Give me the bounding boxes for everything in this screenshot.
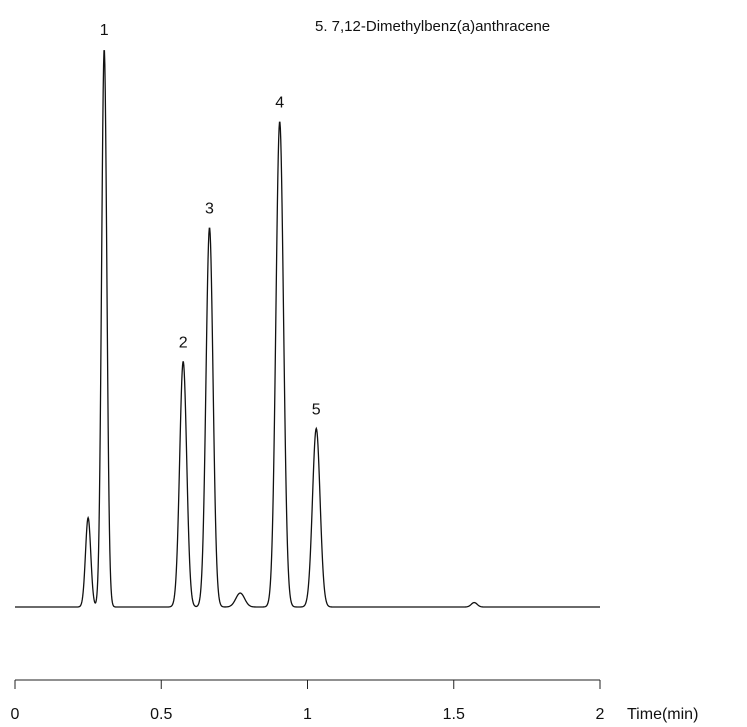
legend: 5. 7,12-Dimethylbenz(a)anthracene [315,18,550,35]
x-axis-label: Time(min) [627,706,698,723]
x-tick-label: 0 [11,706,20,723]
x-axis: 0 0.5 1 1.5 2 [11,679,605,723]
peak-label-5: 5 [312,401,321,418]
x-tick-label: 1.5 [443,706,465,723]
plot-area: 1 2 3 4 5 [15,22,600,608]
peak-label-4: 4 [275,95,284,112]
x-tick-label: 2 [596,706,605,723]
x-tick-label: 0.5 [150,706,172,723]
peak-label-2: 2 [179,335,188,352]
x-tick-label: 1 [303,706,312,723]
peak-label-3: 3 [205,201,214,218]
legend-item: 5. 7,12-Dimethylbenz(a)anthracene [315,18,550,35]
series-line [15,50,600,608]
peak-label-1: 1 [100,22,109,39]
